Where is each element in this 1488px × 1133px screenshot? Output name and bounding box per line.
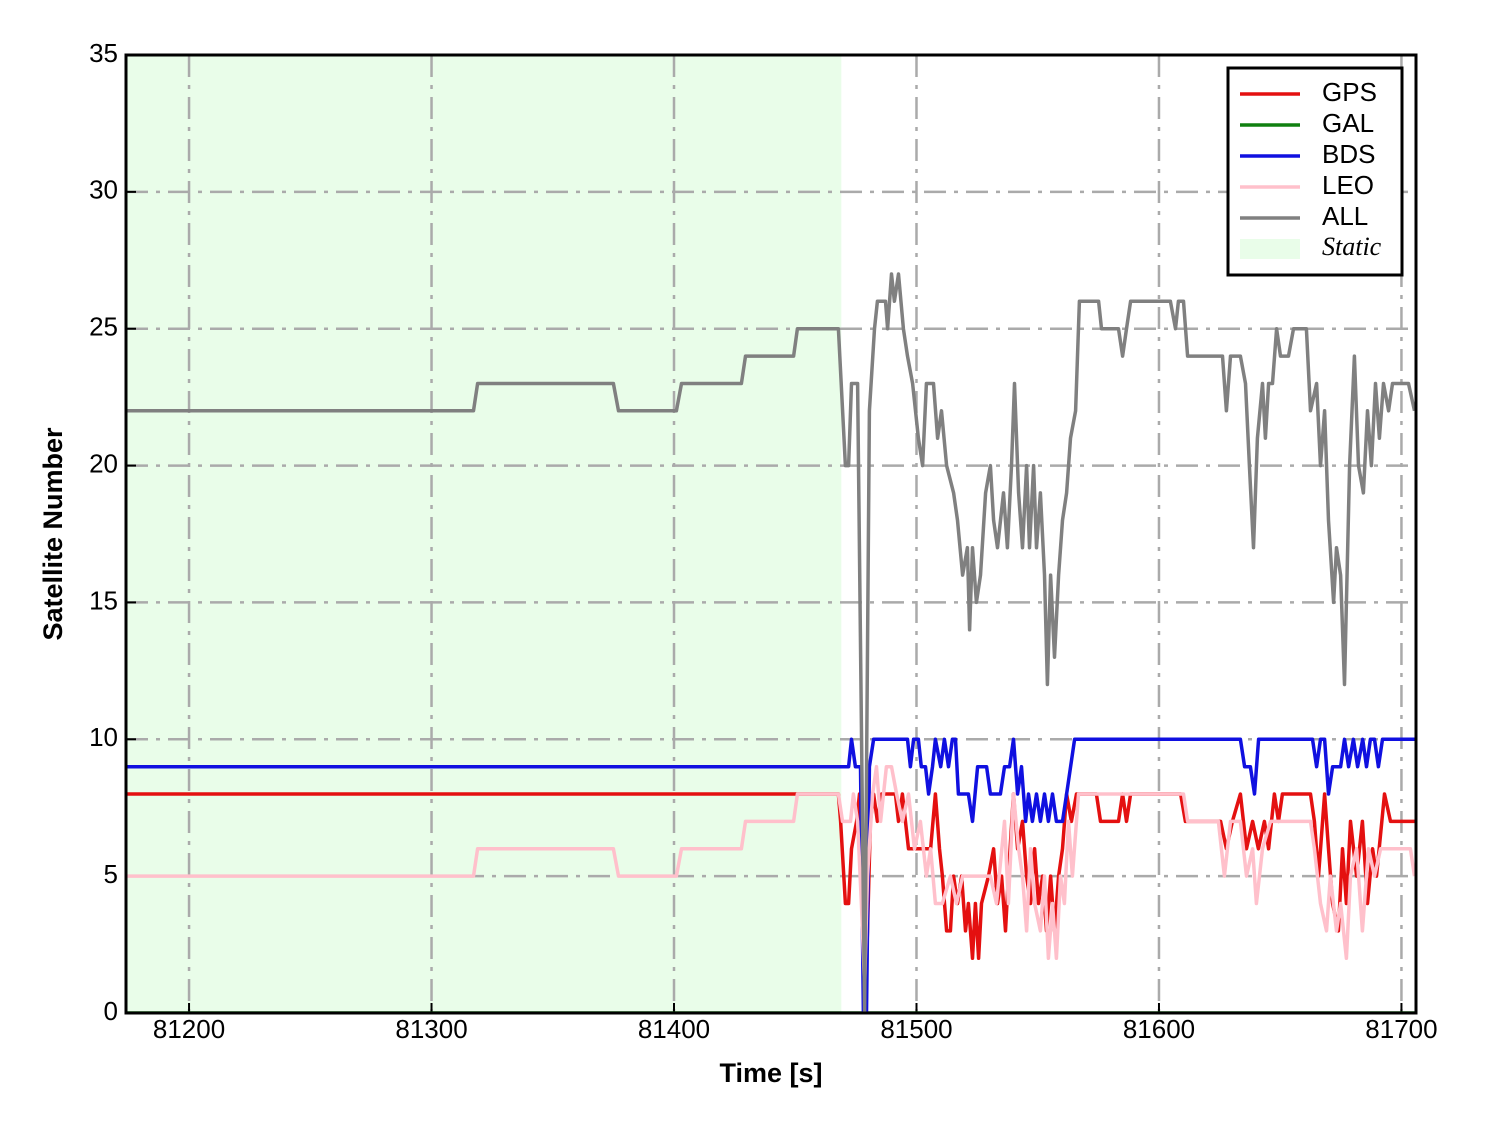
x-tick-label: 81200 (153, 1014, 225, 1044)
x-tick-label: 81600 (1123, 1014, 1195, 1044)
legend-label: ALL (1322, 201, 1368, 231)
series-line (126, 764, 1416, 988)
series-line (126, 737, 1415, 1013)
x-tick-label: 81400 (638, 1014, 710, 1044)
static-region (126, 55, 842, 1013)
x-tick-label: 81500 (880, 1014, 952, 1044)
x-tick-label: 81300 (395, 1014, 467, 1044)
x-tick-label: 81700 (1365, 1014, 1437, 1044)
legend-label: LEO (1322, 170, 1374, 200)
y-tick-label: 20 (89, 448, 118, 478)
legend-swatch (1240, 239, 1300, 259)
y-tick-label: 10 (89, 722, 118, 752)
legend-label: BDS (1322, 139, 1375, 169)
legend-label: Static (1322, 232, 1382, 261)
legend-label: GPS (1322, 77, 1377, 107)
y-tick-label: 5 (104, 859, 118, 889)
y-tick-label: 35 (89, 38, 118, 68)
series-line (126, 272, 1416, 1013)
y-tick-label: 25 (89, 312, 118, 342)
y-tick-label: 30 (89, 175, 118, 205)
legend-label: GAL (1322, 108, 1374, 138)
plot-frame (124, 53, 1418, 1015)
x-axis-label: Time [s] (719, 1058, 822, 1088)
y-axis-label: Satellite Number (38, 427, 68, 641)
y-tick-label: 15 (89, 585, 118, 615)
y-tick-label: 0 (104, 996, 118, 1026)
